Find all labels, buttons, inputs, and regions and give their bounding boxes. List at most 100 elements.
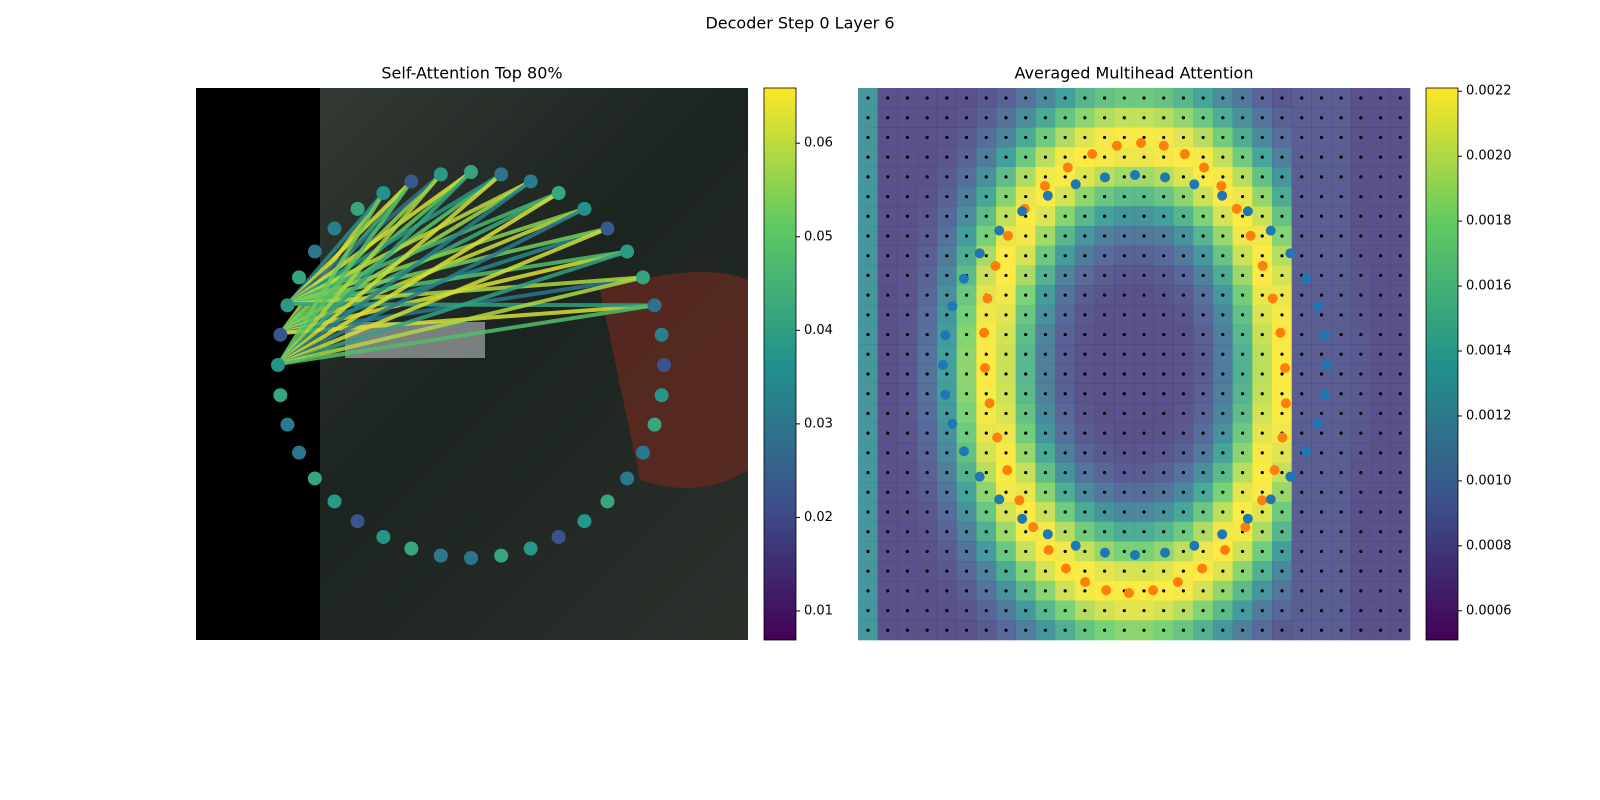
grid-dot [1043,254,1048,258]
grid-dot [1398,431,1402,435]
grid-dot [1004,332,1008,337]
grid-dot [925,293,929,297]
grid-dot [1063,96,1067,100]
grid-dot [1043,490,1048,494]
attention-line [278,249,628,366]
grid-dot [905,431,910,435]
grid-dot [945,372,949,376]
query-point [1099,172,1110,183]
grid-dot [1300,628,1304,632]
grid-dot [1398,530,1402,534]
grid-dot [1260,194,1264,199]
grid-dot [925,589,929,593]
query-point [271,358,285,372]
grid-dot [1122,352,1126,356]
grid-dot [1339,510,1343,514]
grid-dot [964,96,969,100]
grid-dot [1300,569,1304,573]
grid-dot [1378,510,1383,514]
grid-dot [1339,313,1343,317]
attention-line [278,226,609,366]
grid-dot [1221,214,1225,218]
colorbar-tick-label: 0.03 [804,416,833,431]
grid-dot [1102,293,1107,297]
grid-dot [945,490,949,494]
grid-dot [1398,254,1402,258]
grid-dot [866,135,870,140]
grid-dot [984,569,988,573]
grid-dot [1260,96,1264,100]
attention-line [277,172,503,366]
grid-dot [1162,490,1166,494]
grid-dot [866,96,870,100]
grid-dot [1398,273,1402,278]
grid-dot [1240,313,1245,317]
grid-dot [1162,569,1166,573]
grid-dot [925,116,929,120]
grid-dot [1142,451,1146,455]
grid-dot [984,254,988,258]
grid-dot [866,530,870,534]
grid-dot [1102,470,1107,475]
grid-dot [1181,411,1186,416]
grid-dot [1024,234,1028,238]
grid-dot [1122,194,1126,199]
grid-dot [1359,234,1363,238]
grid-dot [1201,155,1205,159]
grid-dot [964,549,969,554]
grid-dot [886,293,890,297]
grid-dot [1063,194,1067,199]
grid-dot [925,372,929,376]
grid-dot [1043,214,1048,218]
grid-dot [1201,510,1205,514]
grid-dot [1260,451,1264,455]
query-point [947,418,958,429]
colorbar-tick-label: 0.06 [804,136,833,151]
grid-dot [1004,392,1008,396]
grid-dot [1201,372,1205,376]
grid-dot [1043,470,1048,475]
grid-dot [1004,628,1008,632]
grid-dot [1280,135,1284,140]
grid-dot [945,273,949,278]
grid-dot [1240,569,1245,573]
grid-dot [1280,155,1284,159]
grid-dot [1043,155,1048,159]
grid-dot [866,273,870,278]
grid-dot [1280,470,1284,475]
grid-dot [1102,96,1107,100]
query-point [1322,360,1332,370]
grid-dot [1398,392,1402,396]
grid-dot [1024,490,1028,494]
grid-dot [1181,628,1186,632]
grid-dot [1339,451,1343,455]
grid-dot [1024,254,1028,258]
grid-dot [925,470,929,475]
grid-dot [866,549,870,554]
grid-dot [1319,313,1324,317]
reference-point [1136,138,1146,148]
grid-dot [1063,411,1067,416]
grid-dot [1181,451,1186,455]
reference-point [1275,327,1286,338]
grid-dot [1280,214,1284,218]
grid-dot [984,628,988,632]
grid-dot [1181,569,1186,573]
grid-dot [905,155,910,159]
grid-dot [1240,273,1245,278]
grid-dot [1122,332,1126,337]
grid-dot [945,96,949,100]
grid-dot [1004,313,1008,317]
grid-dot [1201,175,1205,179]
grid-dot [866,155,870,159]
reference-point [1111,140,1122,151]
reference-point [1087,149,1098,160]
grid-dot [925,510,929,514]
grid-dot [1201,254,1205,258]
grid-dot [1300,510,1304,514]
grid-dot [1004,293,1008,297]
grid-dot [925,175,929,179]
grid-dot [964,490,969,494]
grid-dot [1162,273,1166,278]
grid-dot [866,116,870,120]
